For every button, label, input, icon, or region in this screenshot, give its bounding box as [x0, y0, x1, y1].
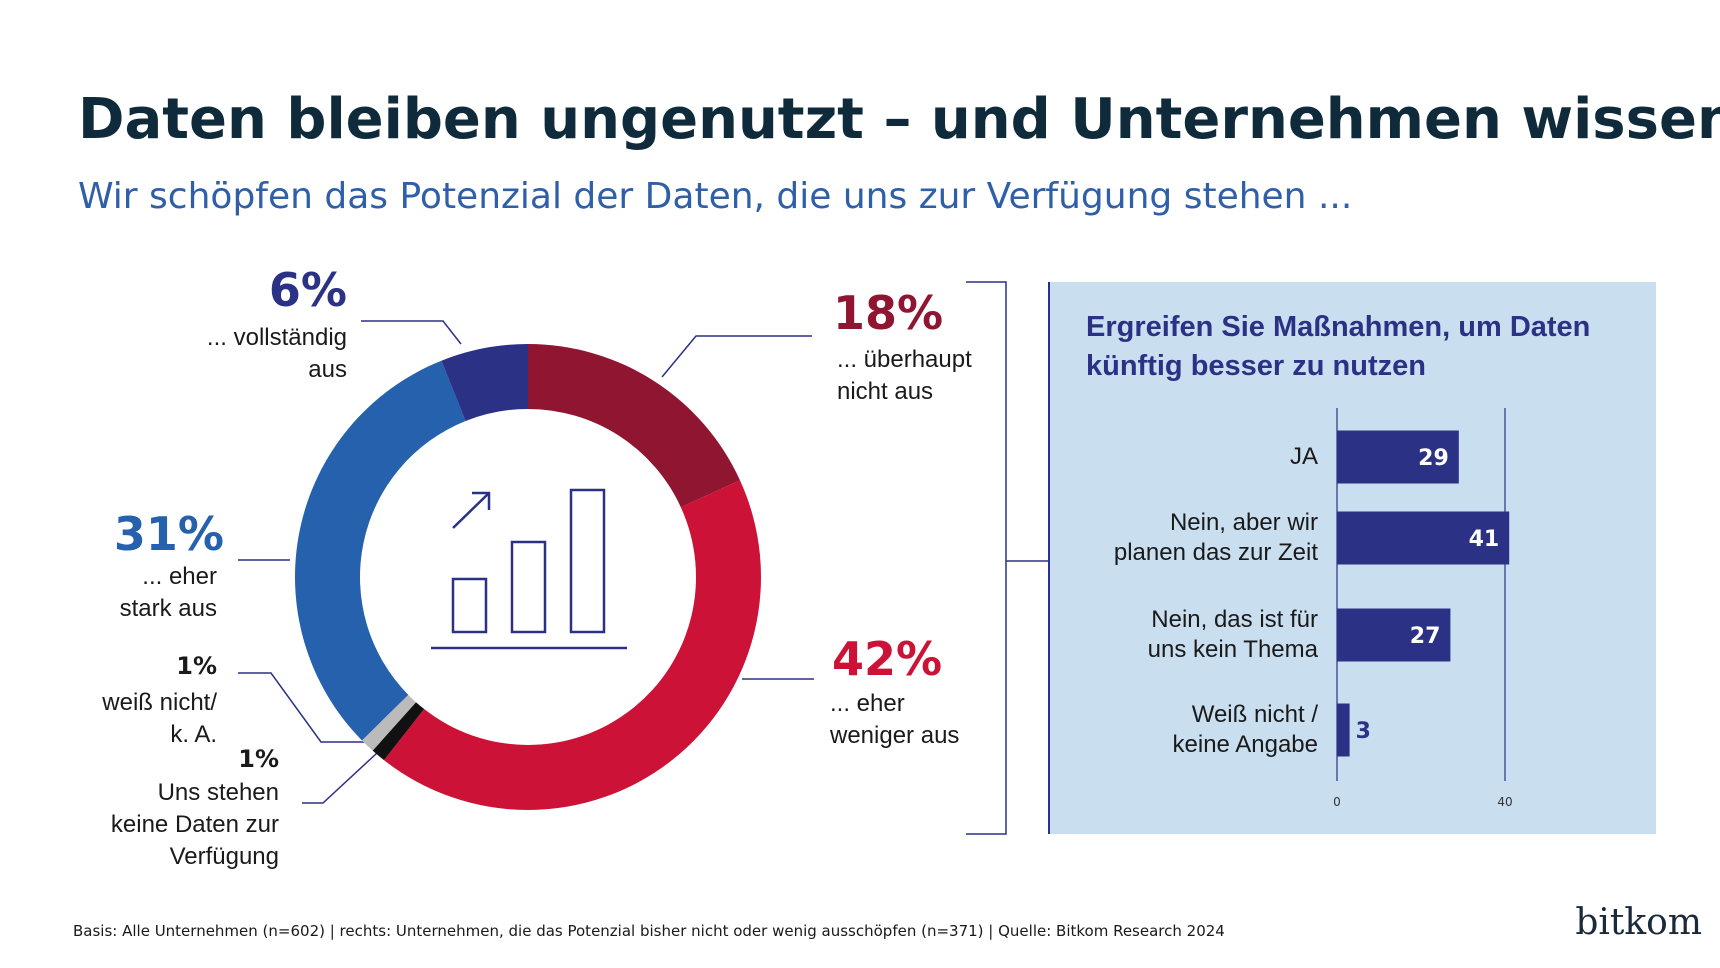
slice-label: ... eher weniger aus — [830, 690, 960, 749]
value-label: 1% — [238, 745, 279, 773]
pie-slice — [295, 360, 466, 741]
x-tick-label: 0 — [1333, 795, 1341, 809]
pie-slice — [372, 702, 425, 761]
pie-slice — [528, 344, 740, 508]
slice-label: ... vollständig aus — [206, 324, 347, 383]
y-tick-label: Nein, das ist für uns kein Thema — [1147, 606, 1318, 663]
logo: bitkom — [1575, 902, 1702, 943]
bar — [1337, 511, 1510, 565]
slice-label: weiß nicht/ k. A. — [102, 689, 217, 748]
bar-value: 27 — [1410, 624, 1441, 649]
x-tick-label: 40 — [1497, 795, 1512, 809]
value-label: 1% — [176, 652, 217, 680]
bar — [1337, 608, 1451, 662]
value-label: 6% — [268, 263, 347, 317]
slice-label: Uns stehen keine Daten zur Verfügung — [110, 779, 279, 870]
y-tick-label: JA — [1289, 443, 1318, 470]
value-label: 42% — [832, 632, 943, 686]
bar-value: 3 — [1356, 719, 1371, 744]
bracket — [966, 281, 1007, 835]
pie-slice — [383, 480, 762, 811]
pie-slice — [441, 344, 528, 422]
value-label: 18% — [833, 286, 944, 340]
bar — [1337, 703, 1350, 757]
slice-label: ... eher stark aus — [119, 563, 217, 622]
title: Daten bleiben ungenutzt – und Unternehme… — [78, 87, 1720, 152]
y-tick-label: Weiß nicht / keine Angabe — [1172, 701, 1318, 758]
bar-value: 41 — [1469, 527, 1500, 552]
panel-title: Ergreifen Sie Maßnahmen, um Daten künfti… — [1086, 311, 1591, 382]
slice-label: ... überhaupt nicht aus — [837, 346, 972, 405]
pie-slice — [361, 694, 416, 751]
bar — [1337, 430, 1459, 484]
value-label: 31% — [113, 507, 224, 561]
leader-lines — [238, 320, 814, 804]
y-tick-label: Nein, aber wir planen das zur Zeit — [1113, 509, 1318, 566]
subtitle: Wir schöpfen das Potenzial der Daten, di… — [78, 176, 1352, 217]
footer: Basis: Alle Unternehmen (n=602) | rechts… — [73, 922, 1225, 940]
bar-value: 29 — [1418, 446, 1449, 471]
center-icon — [431, 488, 627, 650]
